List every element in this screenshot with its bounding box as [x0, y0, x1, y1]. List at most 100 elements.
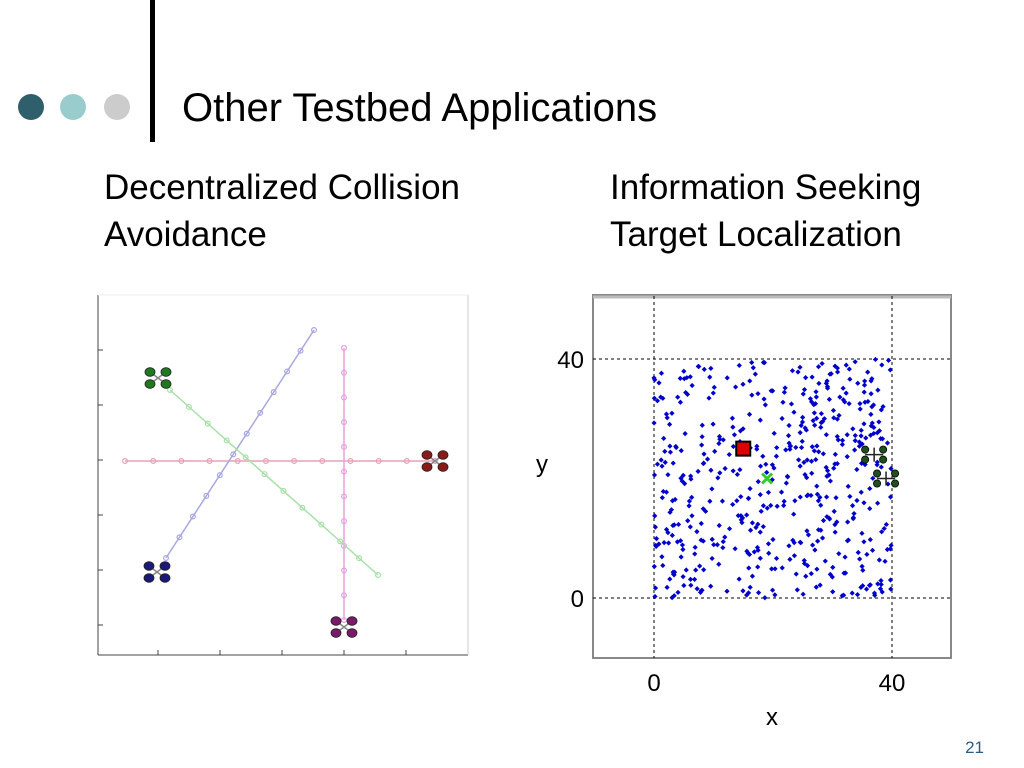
sensor-point — [722, 534, 728, 540]
sensor-point — [857, 406, 863, 412]
sensor-point — [788, 401, 795, 407]
title-divider — [150, 0, 155, 142]
sensor-point — [711, 384, 717, 390]
sensor-point — [880, 403, 886, 410]
sensor-point — [852, 432, 858, 439]
sensor-point — [809, 444, 815, 450]
sensor-point — [814, 483, 820, 489]
sensor-point — [878, 407, 884, 413]
sensor-point — [804, 563, 811, 569]
left-heading-line-1: Decentralized Collision — [104, 168, 460, 207]
sensor-point — [798, 444, 805, 451]
sensor-point — [874, 430, 880, 436]
sensor-point — [661, 435, 667, 441]
sensor-point — [804, 528, 810, 534]
sensor-point — [786, 543, 792, 549]
sensor-point — [797, 429, 803, 436]
sensor-point — [840, 385, 846, 391]
sensor-point — [834, 365, 841, 371]
sensor-point — [815, 364, 822, 370]
sensor-point — [760, 453, 766, 459]
target-marker — [735, 440, 752, 457]
sensor-point — [801, 386, 808, 393]
sensor-point — [831, 415, 837, 421]
sensor-point — [800, 591, 806, 597]
sensor-point — [719, 498, 726, 504]
trajectory-point — [341, 617, 348, 624]
sensor-point — [818, 502, 824, 508]
sensor-point — [824, 514, 830, 520]
sensor-point — [787, 556, 793, 563]
sensor-point — [844, 432, 850, 438]
sensor-point — [855, 380, 861, 386]
left-ticks — [98, 349, 407, 655]
sensor-point — [842, 570, 849, 576]
sensor-point — [864, 551, 870, 558]
trajectory-point — [203, 492, 210, 499]
sensor-point — [803, 573, 809, 579]
sensor-point — [783, 480, 789, 486]
sensor-point — [671, 593, 677, 599]
sensor-point — [779, 415, 785, 422]
plot-area — [592, 294, 952, 659]
sensor-point — [812, 547, 818, 553]
sensor-point — [769, 587, 776, 593]
sensor-point — [859, 441, 865, 447]
trajectory-point — [356, 555, 363, 562]
sensor-point — [834, 369, 841, 375]
sensor-point — [701, 567, 707, 573]
sensor-point — [717, 470, 723, 476]
sensor-point — [858, 427, 864, 433]
sensor-point — [830, 564, 836, 570]
sensor-point — [887, 577, 894, 583]
sensor-point — [805, 532, 812, 538]
sensor-point — [688, 582, 694, 588]
sensor-point — [869, 376, 875, 382]
trajectory-point — [341, 394, 348, 401]
trajectory-point — [291, 458, 298, 465]
sensor-point — [866, 582, 873, 588]
trajectory-point — [162, 555, 169, 562]
sensor-point — [888, 542, 894, 549]
sensor-point — [857, 400, 863, 407]
sensor-point — [678, 554, 684, 560]
sensor-point — [812, 422, 818, 428]
sensor-point — [744, 512, 750, 518]
sensor-point — [798, 540, 804, 546]
sensor-point — [858, 584, 864, 590]
sensor-point — [782, 385, 788, 391]
sensor-point — [779, 565, 785, 571]
sensor-point — [791, 553, 798, 559]
sensor-point — [794, 587, 800, 593]
sensor-point — [818, 424, 824, 430]
sensor-point — [699, 587, 705, 593]
localization-vehicle — [861, 445, 888, 464]
sensor-point — [810, 418, 816, 424]
trajectory-point — [341, 542, 348, 549]
trajectory-point — [178, 458, 185, 465]
sensor-point — [887, 367, 893, 373]
sensor-point — [875, 581, 881, 587]
sensor-point — [817, 582, 823, 588]
sensor-point — [652, 585, 659, 591]
sensor-point — [871, 424, 877, 431]
sensor-point — [843, 390, 849, 396]
sensor-point — [799, 438, 805, 444]
sensor-point — [786, 440, 792, 446]
sensor-point — [780, 399, 786, 405]
sensor-point — [769, 566, 775, 572]
right-heading-line-1: Information Seeking — [610, 168, 922, 207]
sensor-point — [823, 494, 830, 500]
sensor-point — [861, 421, 867, 427]
sensor-point — [859, 563, 865, 569]
markers — [735, 440, 900, 488]
sensor-point — [845, 483, 851, 490]
trajectory-line — [169, 389, 379, 576]
trajectory-point — [297, 347, 304, 354]
quadrotor-vehicle — [421, 450, 449, 472]
sensor-point — [813, 394, 819, 400]
sensor-point — [867, 537, 873, 543]
sensor-point — [660, 395, 666, 401]
sensor-point — [876, 557, 882, 563]
sensor-point — [833, 495, 839, 501]
